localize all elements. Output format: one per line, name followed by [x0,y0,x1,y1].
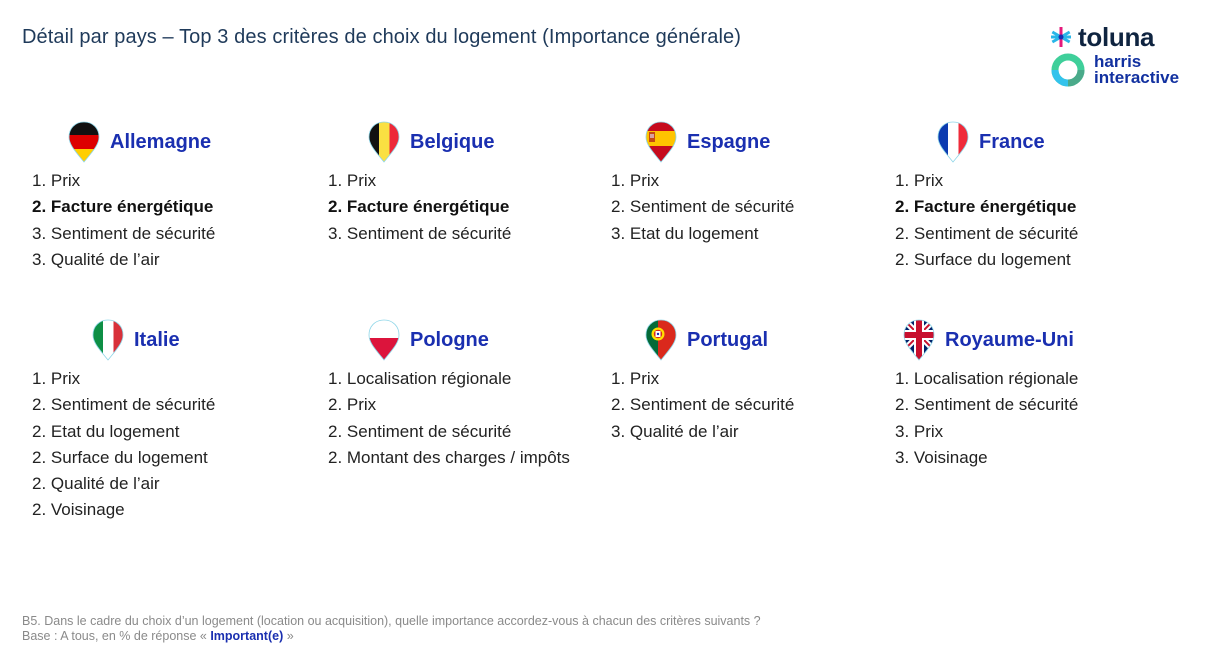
criterion-item: 2. Sentiment de sécurité [895,395,1079,415]
criterion-item: 3. Voisinage [895,447,988,467]
portugal-flag-pin-icon [645,319,677,361]
criterion-item: 2. Montant des charges / impôts [328,447,570,467]
footnote-base: Base : A tous, en % de réponse « Importa… [22,629,761,644]
country-name: Belgique [410,130,495,153]
criterion-item: 1. Prix [611,171,660,190]
footnote: B5. Dans le cadre du choix d’un logement… [22,614,761,644]
criterion-item: 3. Qualité de l’air [32,249,160,269]
criterion-item: 3. Etat du logement [611,223,759,243]
footnote-base-highlight: Important(e) [210,629,284,643]
interactive-wordmark: interactive [1094,68,1180,87]
footnote-base-prefix: Base : A tous, en % de réponse « [22,629,211,643]
criterion-item: 2. Sentiment de sécurité [328,421,512,441]
uk-flag-pin-icon [903,319,935,361]
harris-ring-icon [1051,53,1085,87]
criterion-item: 2. Qualité de l’air [32,474,160,494]
country-france: France 1. Prix 2. Facture énergétique 2.… [895,120,1175,273]
footnote-question: B5. Dans le cadre du choix d’un logement… [22,614,761,628]
harris-wordmark: harris [1094,52,1142,71]
italy-flag-pin-icon [92,319,124,361]
criterion-item: 2. Prix [328,395,377,415]
country-name: Portugal [687,328,769,351]
criterion-item: 1. Prix [32,369,81,388]
belgium-flag-pin-icon [368,121,400,163]
footnote-base-suffix: » [283,629,294,643]
criterion-item: 2. Etat du logement [32,421,180,441]
criterion-item: 1. Prix [32,171,81,190]
criterion-item: 1. Prix [611,369,660,388]
criterion-item: 1. Prix [328,171,377,190]
criterion-item: 2. Surface du logement [895,249,1071,269]
criterion-item: 2. Sentiment de sécurité [611,197,795,217]
criterion-item: 2. Voisinage [32,500,125,520]
criterion-item: 1. Localisation régionale [895,369,1079,388]
toluna-harris-logo: toluna harris interactive [1050,22,1220,97]
toluna-wordmark: toluna [1078,22,1155,52]
germany-flag-pin-icon [68,121,100,163]
criterion-item: 3. Sentiment de sécurité [328,223,512,243]
poland-flag-pin-icon [368,319,400,361]
criterion-item: 3. Qualité de l’air [611,421,739,441]
spain-flag-pin-icon [645,121,677,163]
criterion-item: 2. Sentiment de sécurité [611,395,795,415]
criterion-item: 2. Sentiment de sécurité [895,223,1079,243]
toluna-asterisk-icon [1051,27,1071,47]
country-portugal: Portugal 1. Prix 2. Sentiment de sécurit… [611,318,891,445]
country-espagne: Espagne 1. Prix 2. Sentiment de sécurité… [611,120,891,247]
country-name: Italie [134,328,180,351]
criterion-item: 2. Facture énergétique [328,197,510,217]
criterion-item: 2. Surface du logement [32,447,208,467]
country-allemagne: Allemagne 1. Prix 2. Facture énergétique… [32,120,312,273]
criterion-item: 2. Facture énergétique [895,197,1077,217]
france-flag-pin-icon [937,121,969,163]
country-royaume-uni: Royaume-Uni 1. Localisation régionale 2.… [895,318,1175,471]
country-name: France [979,130,1045,153]
criterion-item: 3. Sentiment de sécurité [32,223,216,243]
country-name: Royaume-Uni [945,328,1074,351]
criterion-item: 2. Sentiment de sécurité [32,395,216,415]
country-name: Pologne [410,328,489,351]
country-name: Allemagne [110,130,212,153]
criterion-item: 3. Prix [895,421,944,441]
criterion-item: 1. Prix [895,171,944,190]
criterion-item: 1. Localisation régionale [328,369,512,388]
page-title: Détail par pays – Top 3 des critères de … [22,26,742,48]
criterion-item: 2. Facture énergétique [32,197,214,217]
country-belgique: Belgique 1. Prix 2. Facture énergétique … [328,120,608,247]
country-pologne: Pologne 1. Localisation régionale 2. Pri… [328,318,578,471]
country-italie: Italie 1. Prix 2. Sentiment de sécurité … [32,318,312,524]
country-name: Espagne [687,130,771,153]
